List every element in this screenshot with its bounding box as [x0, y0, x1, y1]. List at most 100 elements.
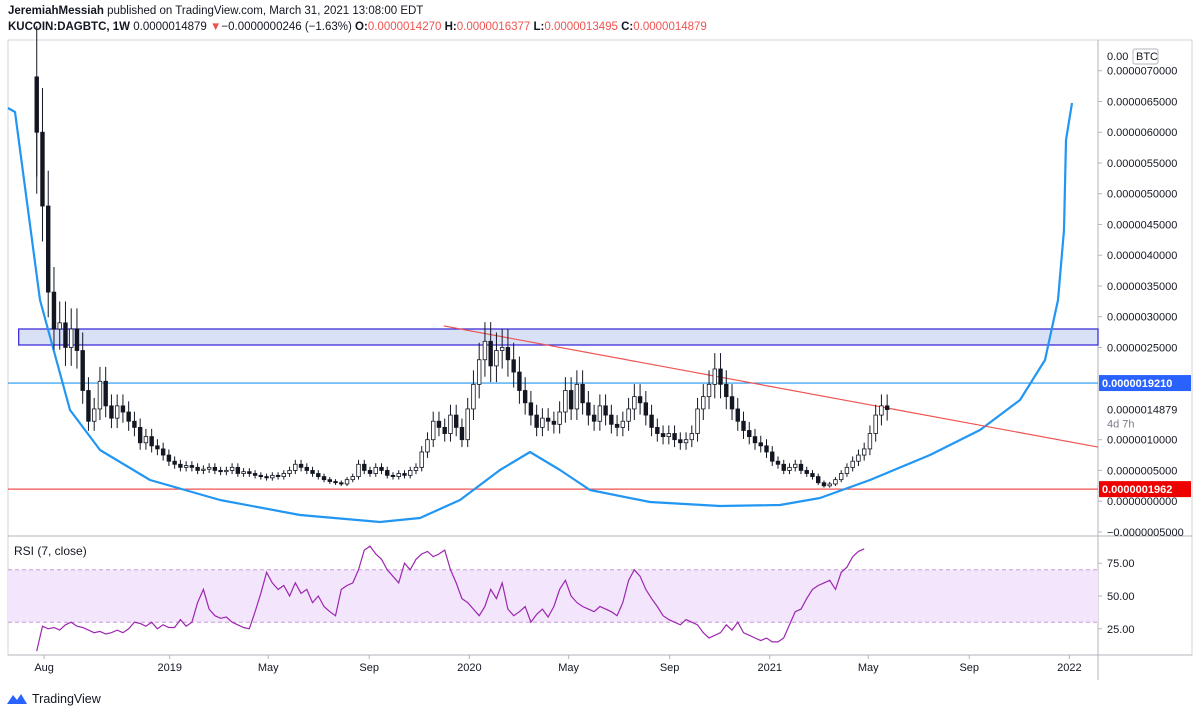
x-tick-label: 2022	[1057, 662, 1081, 674]
candle-body	[69, 328, 74, 348]
candle-body	[798, 463, 804, 471]
x-tick-label: 2019	[157, 662, 181, 674]
y-tick-label: 0.0000025000	[1107, 342, 1177, 354]
candle-body	[747, 430, 752, 438]
price-change: −0.0000000246 (−1.63%)	[221, 21, 352, 33]
candle-body	[551, 420, 557, 425]
candle-body	[649, 414, 654, 428]
candle-body	[609, 414, 614, 425]
candle-body	[672, 433, 677, 441]
price-tag-red-label: 0.0000001962	[1102, 484, 1172, 496]
rsi-tick-label: 25.00	[1107, 624, 1135, 636]
candle-body	[206, 466, 212, 470]
candle-body	[787, 466, 792, 471]
candle-body	[574, 383, 580, 410]
candle-body	[701, 396, 706, 410]
candle-body	[580, 383, 585, 404]
candle-body	[46, 205, 51, 293]
candle-body	[74, 328, 80, 351]
candle-body	[436, 420, 442, 428]
x-tick-label: Aug	[34, 662, 54, 674]
x-tick-label: Sep	[959, 662, 979, 674]
candle-body	[879, 405, 884, 416]
candle-body	[695, 408, 700, 434]
high-value: 0.0000016377	[456, 21, 531, 33]
x-tick-label: May	[558, 662, 579, 674]
open-value: 0.0000014270	[367, 21, 442, 33]
candle-body	[770, 451, 775, 462]
rsi-tick-label: 75.00	[1107, 558, 1135, 570]
candle-body	[655, 426, 660, 434]
candle-body	[643, 402, 649, 416]
candle-body	[247, 471, 252, 474]
y-tick-label: 0.0000005000	[1107, 465, 1177, 477]
candle-body	[442, 426, 447, 434]
candle-body	[57, 322, 62, 330]
candle-body	[189, 465, 195, 468]
candle-body	[264, 476, 269, 479]
candle-body	[528, 402, 534, 416]
candle-body	[856, 454, 861, 462]
candle-body	[402, 473, 407, 476]
symbol-label[interactable]: KUCOIN:DAGBTC, 1W	[8, 21, 131, 33]
candle-body	[637, 396, 643, 404]
candle-body	[137, 426, 143, 444]
x-tick-label: May	[858, 662, 879, 674]
candle-body	[810, 473, 815, 477]
author-name[interactable]: JeremiahMessiah	[8, 5, 104, 17]
price-tag-red	[1099, 481, 1191, 498]
candle-body	[666, 433, 672, 438]
candle-body	[258, 474, 264, 477]
candle-body	[816, 476, 821, 484]
candle-body	[327, 479, 332, 482]
candle-body	[833, 479, 838, 485]
candle-body	[689, 433, 694, 441]
candle-body	[499, 347, 505, 351]
candle-body	[494, 350, 499, 367]
candle-body	[419, 451, 424, 468]
candle-body	[775, 460, 781, 465]
candle-body	[718, 368, 723, 385]
candle-body	[155, 445, 160, 450]
close-value: 0.0000014879	[633, 21, 707, 33]
candle-body	[752, 436, 758, 444]
currency-badge	[1132, 48, 1159, 65]
candle-body	[413, 466, 419, 471]
candle-body	[804, 470, 809, 474]
candle-body	[465, 408, 470, 441]
candle-body	[838, 473, 844, 481]
candle-body	[63, 322, 68, 348]
candle-body	[781, 463, 786, 471]
candle-body	[252, 473, 258, 476]
candle-body	[333, 481, 338, 484]
candle-body	[861, 448, 867, 456]
candle-body	[120, 405, 126, 413]
candle-body	[241, 471, 246, 474]
candle-body	[270, 474, 275, 479]
candle-body	[821, 482, 827, 487]
candle-body	[425, 439, 430, 453]
candle-body	[867, 433, 873, 450]
candle-body	[522, 390, 528, 404]
y-top-label: 0.00	[1107, 51, 1128, 63]
rsi-tick-label: 50.00	[1107, 591, 1135, 603]
x-tick-label: May	[258, 662, 279, 674]
last-price: 0.0000014879	[133, 21, 207, 33]
candle-body	[356, 463, 361, 477]
candle-body	[741, 420, 746, 431]
candle-body	[476, 359, 482, 385]
candle-body	[459, 426, 465, 441]
resistance-trendline	[443, 325, 1099, 448]
countdown-label: 4d 7h	[1107, 419, 1135, 431]
y-tick-label: 0.0000030000	[1107, 312, 1177, 324]
y-tick-label: 0.0000035000	[1107, 281, 1177, 293]
low-label: L:	[533, 21, 545, 33]
y-tick-label: −0.0000005000	[1107, 527, 1184, 539]
candle-body	[235, 466, 241, 474]
candle-body	[379, 466, 384, 471]
close-label: C:	[621, 21, 634, 33]
candle-body	[793, 463, 798, 468]
candle-body	[482, 340, 488, 361]
